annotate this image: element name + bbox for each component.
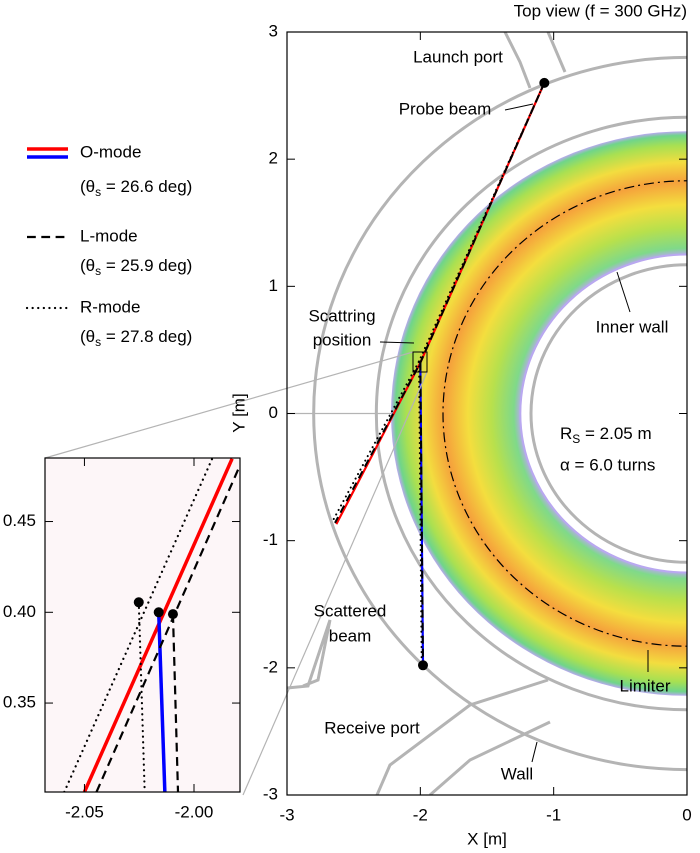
y-tick-label: 0 xyxy=(269,403,278,422)
leader-line xyxy=(504,103,534,111)
y-tick-label: -2 xyxy=(263,657,278,676)
leader-line xyxy=(616,271,631,313)
x-tick-label: -3 xyxy=(279,805,294,824)
text-part: (θ xyxy=(80,327,95,346)
x-tick-label: -2.05 xyxy=(65,802,104,821)
x-tick-label: -2 xyxy=(413,805,428,824)
annotation: Receive port xyxy=(324,718,420,737)
y-tick-label: -1 xyxy=(263,530,278,549)
launch-port-wall xyxy=(503,32,532,89)
text-part: = 2.05 m xyxy=(580,424,651,443)
annotation: beam xyxy=(329,626,372,645)
legend-angle: (θs = 25.9 deg) xyxy=(80,256,192,278)
beam-point xyxy=(539,77,550,88)
beam-point xyxy=(133,597,144,608)
launch-port-wall xyxy=(546,32,567,73)
annotation: Launch port xyxy=(413,47,503,66)
annotation: Probe beam xyxy=(399,99,492,118)
text-part: (θ xyxy=(80,177,95,196)
y-tick-label: 2 xyxy=(269,149,278,168)
zoom-box xyxy=(412,351,428,373)
probe-beam xyxy=(95,464,240,792)
receive-port-wall xyxy=(429,720,551,795)
zoom-connector xyxy=(242,371,428,796)
receive-port-wall xyxy=(375,678,549,795)
annotation: Wall xyxy=(501,764,533,783)
scattered-beam xyxy=(137,601,146,792)
zoom-connector xyxy=(44,351,414,459)
x-tick-label: 0 xyxy=(682,805,691,824)
subscript: s xyxy=(95,264,101,278)
probe-beam xyxy=(334,82,546,524)
annotation: position xyxy=(313,330,372,349)
x-tick-label: -1 xyxy=(546,805,561,824)
beam-point xyxy=(418,660,428,671)
scattered-beam xyxy=(419,362,424,666)
y-tick-label: 0.35 xyxy=(3,693,36,712)
annotation: Inner wall xyxy=(596,317,669,336)
beam-point xyxy=(153,607,164,618)
resonance-ring xyxy=(442,180,687,647)
text-part: (θ xyxy=(80,256,95,275)
subscript: s xyxy=(95,185,101,199)
inset-plot xyxy=(63,458,240,792)
text-part: = 26.6 deg) xyxy=(101,177,192,196)
legend-label: R-mode xyxy=(80,297,140,316)
legend-angle: (θs = 26.6 deg) xyxy=(80,177,192,199)
y-tick-label: 3 xyxy=(269,21,278,40)
y-tick-label: -3 xyxy=(263,784,278,803)
scattered-beam xyxy=(418,360,423,667)
leader-line xyxy=(379,341,415,344)
subscript: s xyxy=(95,335,101,349)
ports xyxy=(287,32,567,795)
y-tick-label: 1 xyxy=(269,276,278,295)
annotation: Scattered xyxy=(314,601,387,620)
radius-label: RS = 2.05 m xyxy=(560,424,652,446)
annotation: α = 6.0 turns xyxy=(560,455,655,474)
legend-label: L-mode xyxy=(80,226,138,245)
zoom-connectors xyxy=(44,351,428,796)
beam-point xyxy=(167,609,178,620)
y-tick-label: 0.40 xyxy=(3,602,36,621)
x-axis-label: X [m] xyxy=(467,829,507,848)
text-part: = 27.8 deg) xyxy=(101,327,192,346)
port-wall xyxy=(287,619,332,690)
y-tick-label: 0.45 xyxy=(3,511,36,530)
annotation: Limiter xyxy=(619,676,670,695)
wall-ring xyxy=(374,115,687,712)
x-tick-label: -2.00 xyxy=(175,802,214,821)
annotation: Scattring xyxy=(308,306,375,325)
wall-ring xyxy=(529,263,687,564)
text-part: R xyxy=(560,424,572,443)
scattered-beam xyxy=(156,612,167,792)
scattered-beam xyxy=(171,614,180,792)
y-axis-label: Y [m] xyxy=(229,393,248,432)
leaders xyxy=(379,103,649,763)
chart-title: Top view (f = 300 GHz) xyxy=(514,1,687,20)
subscript: S xyxy=(572,432,580,446)
probe-beam xyxy=(63,458,214,792)
legend-label: O-mode xyxy=(80,142,141,161)
wall-ring xyxy=(312,56,687,771)
legend-angle: (θs = 27.8 deg) xyxy=(80,327,192,349)
leader-line xyxy=(531,741,538,763)
inset-frame xyxy=(44,457,241,793)
text-part: = 25.9 deg) xyxy=(101,256,192,275)
